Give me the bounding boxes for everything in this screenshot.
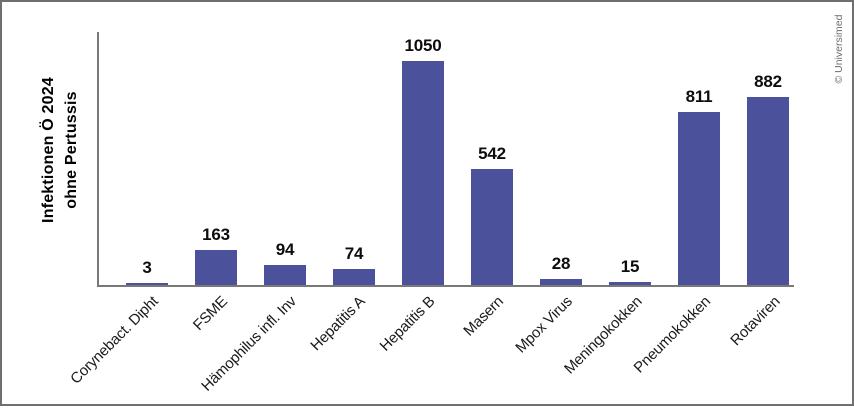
plot-area: Infektionen Ö 2024 ohne Pertussis 3 Coryn… [2,2,852,404]
bar-value-label: 74 [344,244,364,264]
chart-frame: Infektionen Ö 2024 ohne Pertussis 3 Coryn… [0,0,854,406]
y-axis-title-line2: ohne Pertussis [63,91,80,209]
bar-value-label: 882 [754,71,782,91]
bar [333,269,375,285]
bar [540,279,582,285]
x-axis-category-label: Rotaviren [726,293,784,350]
x-axis-category-label: Mpox Virus [512,293,577,357]
x-axis-category-label: Hepatitis A [307,293,370,355]
bar [678,111,720,285]
y-axis-title: Infektionen Ö 2024 ohne Pertussis [37,40,83,260]
bar [471,169,513,285]
y-axis-line [97,32,99,287]
bar-value-label: 163 [202,225,230,245]
x-axis-line [97,285,794,287]
x-axis-category-label: FSME [190,293,232,334]
x-axis-category-label: Masern [460,293,508,340]
bar-value-label: 28 [551,254,571,274]
bar-value-label: 542 [478,144,506,164]
bar-value-label: 3 [142,258,152,277]
bar [747,96,789,285]
bar [126,283,168,285]
x-axis-category-label: Corynebact. Dipht [67,293,163,388]
bar [264,264,306,285]
bar-value-label: 811 [685,86,713,106]
y-axis-title-line1: Infektionen Ö 2024 [40,77,57,223]
bar-value-label: 94 [275,239,295,259]
bar-value-label: 15 [620,256,640,276]
watermark: © Universimed [833,14,845,84]
bar [609,281,651,285]
bar-value-label: 1050 [404,36,442,55]
bar [402,61,444,285]
x-axis-category-label: Hepatitis B [376,293,439,355]
bar [195,250,237,285]
